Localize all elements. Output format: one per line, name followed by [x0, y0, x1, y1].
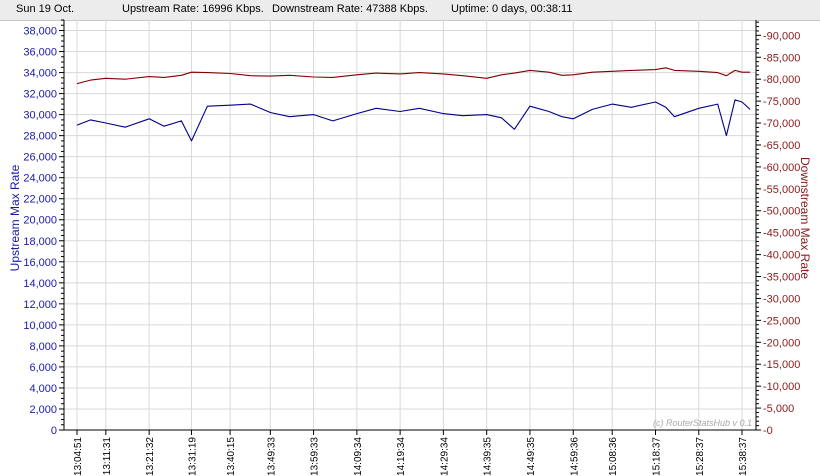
y-right-tick-label: -5,000: [763, 403, 794, 415]
y-right-tick-label: -10,000: [763, 381, 800, 393]
left-tick-labels: 0 2,000 4,000 6,000 8,000 10,000 12,000 14,000 1…: [23, 26, 57, 437]
y-right-tick-label: -60,000: [763, 162, 800, 174]
y-left-tick-label: 38,000: [23, 26, 57, 38]
x-tick-label: 13:21:32: [145, 437, 156, 476]
status-upstream-rate: Upstream Rate: 16996 Kbps.: [122, 3, 264, 15]
y-left-tick-label: 34,000: [23, 68, 57, 80]
y-left-tick-label: 26,000: [23, 152, 57, 164]
y-right-tick-label: -30,000: [763, 293, 800, 305]
downstream-series-line: [76, 67, 751, 85]
y-left-tick-label: 18,000: [23, 236, 57, 248]
y-left-tick-label: 16,000: [23, 257, 57, 269]
y-left-tick-label: 2,000: [29, 404, 57, 416]
x-tick-label: 15:18:37: [652, 437, 663, 476]
y-left-tick-label: 36,000: [23, 47, 57, 59]
x-tick-label: 13:11:31: [102, 437, 113, 476]
y-axis-title-right: Downstream Max Rate: [798, 157, 812, 279]
status-date: Sun 19 Oct.: [16, 3, 75, 15]
right-tick-labels: -0 -5,000 -10,000 -15,000 -20,000 -25,000 -30,…: [763, 30, 800, 437]
y-left-tick-label: 32,000: [23, 89, 57, 101]
x-tick-label: 14:19:34: [396, 437, 407, 476]
series-layer: [76, 67, 751, 142]
status-bar: Sun 19 Oct. Upstream Rate: 16996 Kbps. D…: [0, 0, 820, 21]
x-tick-label: 13:31:19: [187, 437, 198, 476]
y-left-tick-label: 4,000: [29, 383, 57, 395]
x-tick-label: 14:49:35: [526, 437, 537, 476]
x-tick-label: 13:49:33: [266, 437, 277, 476]
x-tick-label: 14:39:35: [483, 437, 494, 476]
x-tick-label: 14:09:34: [353, 437, 364, 476]
x-tick-label: 14:59:36: [569, 437, 580, 476]
x-tick-label: 15:38:37: [738, 437, 749, 476]
x-tick-label: 15:28:37: [695, 437, 706, 476]
y-right-tick-label: -70,000: [763, 118, 800, 130]
x-tick-label: 13:04:51: [73, 437, 84, 476]
y-right-tick-label: -25,000: [763, 315, 800, 327]
x-tick-label: 15:08:36: [608, 437, 619, 476]
y-left-tick-label: 24,000: [23, 173, 57, 185]
y-left-tick-label: 20,000: [23, 215, 57, 227]
y-right-tick-label: -40,000: [763, 250, 800, 262]
y-right-tick-label: -0: [763, 425, 773, 437]
x-tick-label: 13:40:15: [226, 437, 237, 476]
status-downstream-rate: Downstream Rate: 47388 Kbps.: [272, 3, 428, 15]
y-right-tick-label: -45,000: [763, 228, 800, 240]
y-right-tick-label: -35,000: [763, 272, 800, 284]
y-right-tick-label: -20,000: [763, 337, 800, 349]
y-right-tick-label: -65,000: [763, 140, 800, 152]
y-right-tick-label: -75,000: [763, 96, 800, 108]
y-left-tick-label: 6,000: [29, 362, 57, 374]
y-left-tick-label: 22,000: [23, 194, 57, 206]
y-right-tick-label: -85,000: [763, 52, 800, 64]
x-tick-label: 14:29:34: [439, 437, 450, 476]
y-right-tick-label: -55,000: [763, 184, 800, 196]
y-right-tick-label: -90,000: [763, 30, 800, 42]
y-left-tick-label: 10,000: [23, 320, 57, 332]
x-tick-label: 13:59:33: [310, 437, 321, 476]
y-right-tick-label: -80,000: [763, 74, 800, 86]
watermark-text: (c) RouterStatsHub v 0.1: [653, 418, 752, 428]
y-left-tick-label: 30,000: [23, 110, 57, 122]
status-uptime: Uptime: 0 days, 00:38:11: [451, 3, 573, 15]
y-left-tick-label: 14,000: [23, 278, 57, 290]
x-tick-labels: 13:04:51 13:11:31 13:21:32 13:31:19 13:40:15…: [73, 437, 749, 476]
y-left-tick-label: 12,000: [23, 299, 57, 311]
y-left-tick-label: 0: [51, 425, 57, 437]
y-axis-title-left: Upstream Max Rate: [8, 164, 22, 271]
grid: [64, 20, 756, 431]
y-left-tick-label: 8,000: [29, 341, 57, 353]
y-right-tick-label: -50,000: [763, 206, 800, 218]
y-right-tick-label: -15,000: [763, 359, 800, 371]
upstream-series-line: [76, 99, 751, 142]
y-left-tick-label: 28,000: [23, 131, 57, 143]
